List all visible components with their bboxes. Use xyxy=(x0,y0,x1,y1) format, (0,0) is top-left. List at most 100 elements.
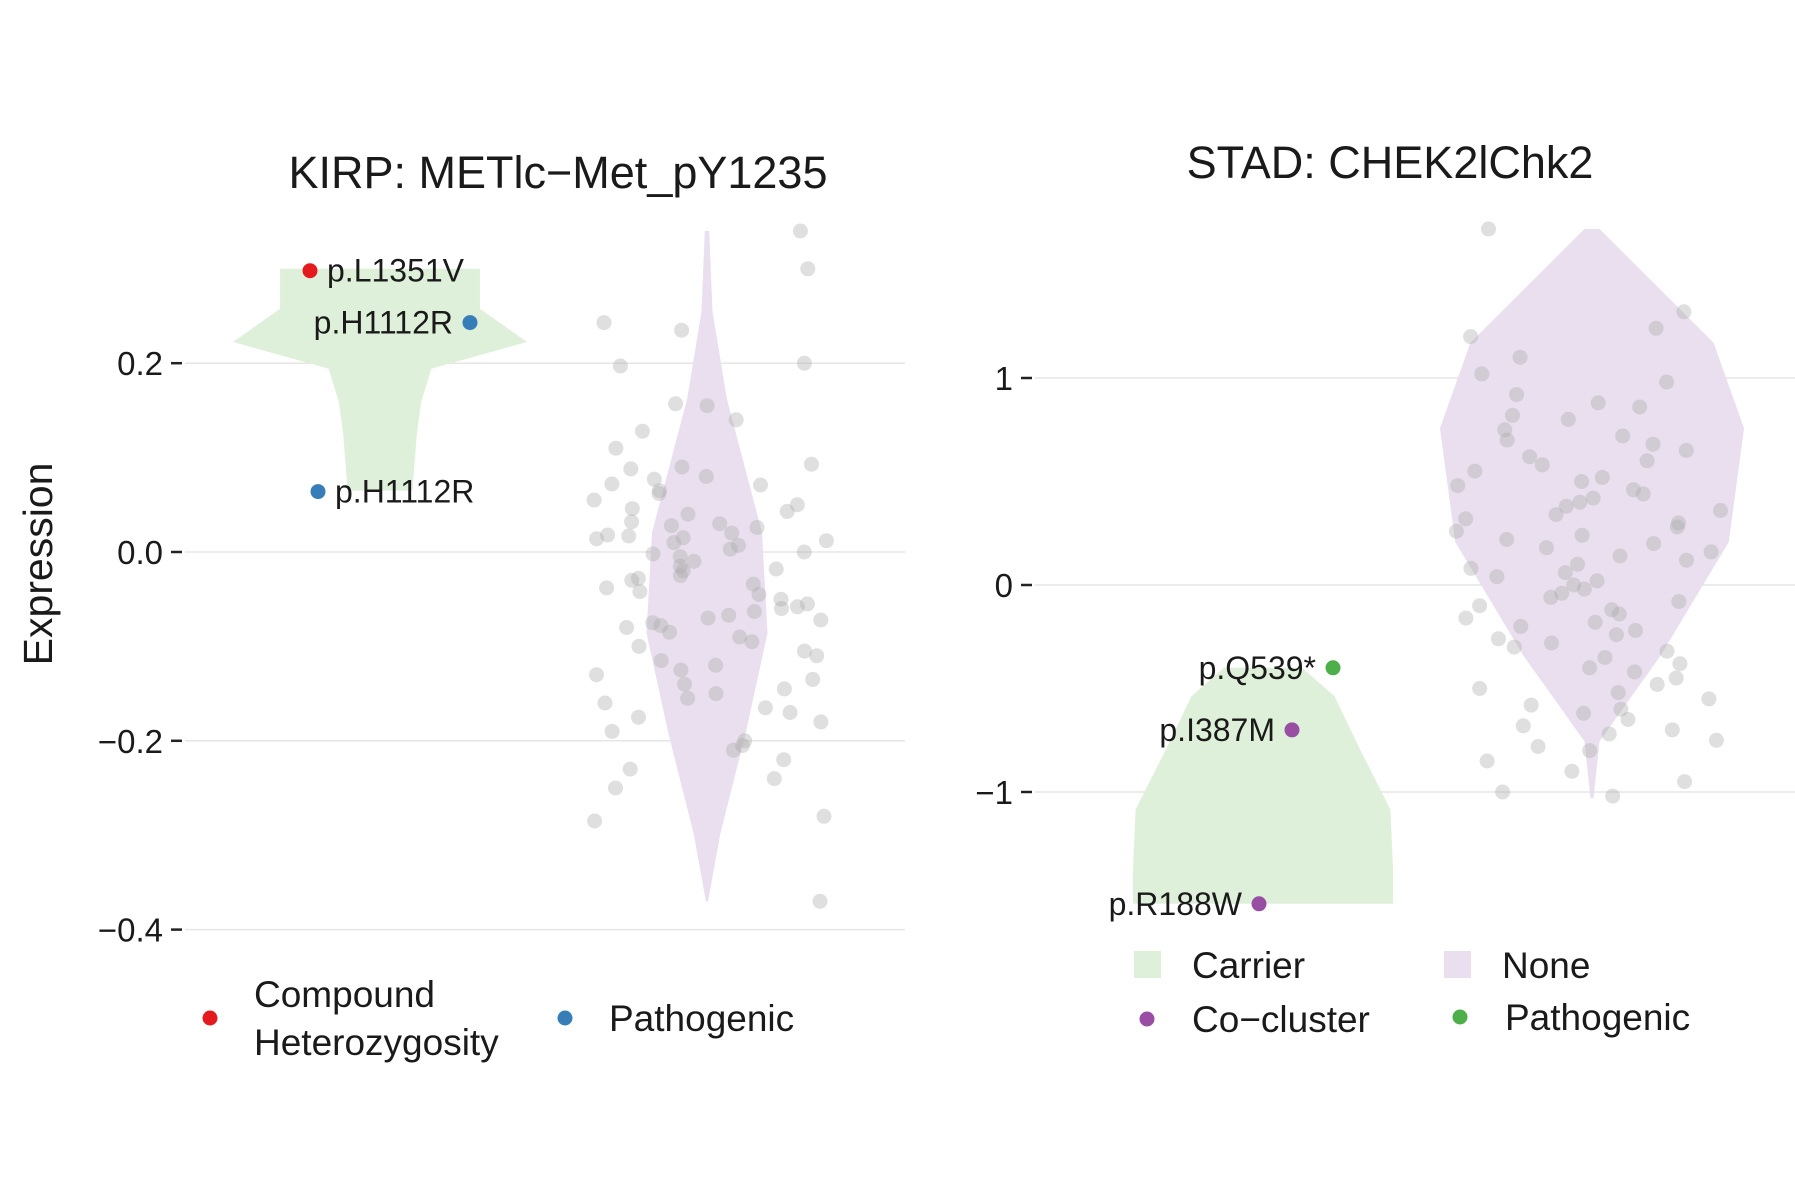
highlighted-point xyxy=(1251,896,1267,912)
background-point xyxy=(1497,422,1513,438)
background-point xyxy=(1490,631,1506,647)
background-point xyxy=(1582,743,1598,759)
background-point xyxy=(587,813,603,829)
background-point xyxy=(686,553,702,569)
background-point xyxy=(1564,763,1580,779)
background-point xyxy=(1672,656,1688,672)
background-point xyxy=(1576,705,1592,721)
background-point xyxy=(812,893,828,909)
background-point xyxy=(816,808,832,824)
background-point xyxy=(1611,606,1627,622)
legend-key xyxy=(1444,951,1471,978)
background-point xyxy=(1669,519,1685,535)
background-point xyxy=(757,700,773,716)
background-point xyxy=(645,546,661,562)
background-point xyxy=(746,604,762,619)
background-point xyxy=(1708,732,1724,748)
background-point xyxy=(800,261,816,277)
background-point xyxy=(1676,304,1692,320)
point-label: p.I387M xyxy=(1159,712,1275,748)
background-point xyxy=(632,584,648,600)
background-point xyxy=(1495,784,1511,800)
background-point xyxy=(1560,411,1576,427)
background-point xyxy=(1472,681,1488,696)
background-point xyxy=(668,396,684,412)
background-point xyxy=(796,544,812,560)
background-point xyxy=(608,780,623,796)
background-point xyxy=(1649,676,1665,692)
background-point xyxy=(782,705,798,720)
legend-key xyxy=(557,1010,573,1026)
background-point xyxy=(789,497,805,513)
background-point xyxy=(1513,618,1529,634)
background-point xyxy=(672,568,688,584)
background-point xyxy=(809,648,825,664)
chart-title: KIRP: METlc−Met_pY1235 xyxy=(289,147,828,198)
background-point xyxy=(630,570,646,586)
background-point xyxy=(1613,701,1629,717)
background-point xyxy=(1645,436,1661,452)
point-label: p.R188W xyxy=(1109,886,1243,922)
legend: Carrier None Co−cluster Pathogenic xyxy=(1134,945,1690,1040)
background-point xyxy=(1481,221,1496,237)
panel-stad: 1 0 −1 STAD: CHEK2lChk2 p.Q539* p.I387M p.R188… xyxy=(975,137,1795,1040)
background-point xyxy=(1639,453,1655,469)
background-point xyxy=(1610,685,1626,701)
legend-key xyxy=(202,1010,218,1026)
highlighted-point xyxy=(310,484,326,500)
background-point xyxy=(672,558,688,574)
background-point xyxy=(1499,432,1515,448)
background-point xyxy=(624,501,640,517)
background-point xyxy=(745,576,761,592)
background-point xyxy=(1505,407,1520,423)
background-point xyxy=(1458,610,1474,626)
legend-label: None xyxy=(1502,945,1590,986)
background-point xyxy=(1566,577,1582,593)
background-point xyxy=(1612,548,1628,564)
background-point xyxy=(621,528,637,544)
background-point xyxy=(1574,474,1590,489)
background-point xyxy=(1664,722,1680,738)
y-tick-label: −0.4 xyxy=(98,912,163,949)
background-point xyxy=(645,615,661,631)
background-point xyxy=(1585,490,1601,506)
background-point xyxy=(766,771,782,787)
background-point xyxy=(1671,594,1687,610)
background-point xyxy=(666,535,682,551)
background-point xyxy=(1597,650,1613,665)
background-point xyxy=(1626,482,1641,498)
background-point xyxy=(776,681,792,697)
background-point xyxy=(1701,691,1717,707)
background-point xyxy=(1620,712,1636,727)
background-point xyxy=(1570,556,1585,572)
background-point xyxy=(699,398,715,414)
background-point xyxy=(1499,532,1515,547)
legend-label: Co−cluster xyxy=(1192,999,1370,1040)
background-point xyxy=(813,612,829,628)
background-point xyxy=(624,572,640,588)
background-point xyxy=(1506,639,1522,655)
background-point xyxy=(623,461,639,477)
background-point xyxy=(1574,527,1590,543)
background-point xyxy=(1646,536,1662,552)
background-point xyxy=(1628,623,1643,638)
background-point xyxy=(1659,643,1675,659)
background-point xyxy=(1703,544,1719,560)
background-point xyxy=(1582,660,1598,676)
background-point xyxy=(1594,469,1610,485)
background-point xyxy=(1648,320,1664,336)
background-point xyxy=(732,629,748,645)
background-point xyxy=(776,752,792,768)
background-point xyxy=(1544,635,1559,651)
background-point xyxy=(1668,670,1684,686)
background-point xyxy=(804,456,819,472)
background-point xyxy=(1587,614,1603,630)
violin-none xyxy=(1440,228,1744,799)
background-point xyxy=(737,733,753,749)
background-point xyxy=(1522,449,1538,465)
background-point xyxy=(1479,753,1495,769)
background-point xyxy=(774,601,789,617)
background-point xyxy=(608,440,624,456)
background-point xyxy=(753,477,768,493)
